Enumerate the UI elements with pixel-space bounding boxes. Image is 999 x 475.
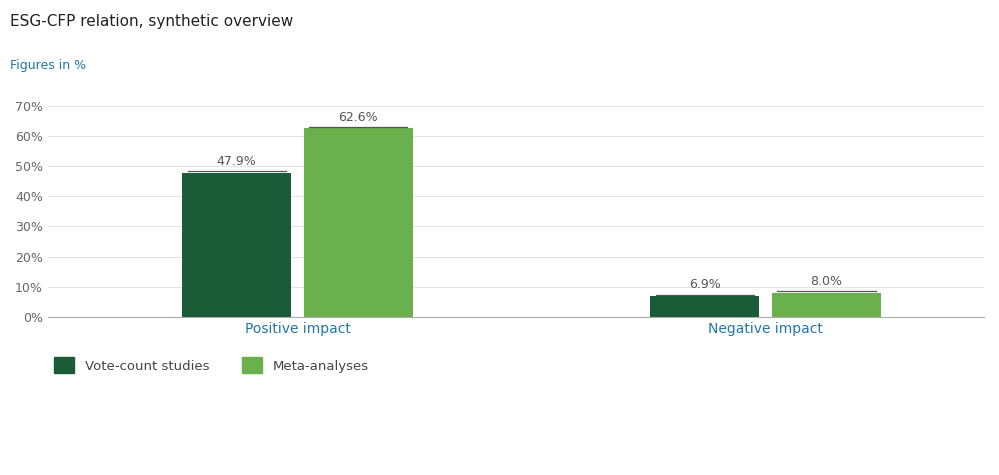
Bar — [304, 128, 413, 317]
Text: ESG-CFP relation, synthetic overview: ESG-CFP relation, synthetic overview — [10, 14, 294, 29]
Text: 8.0%: 8.0% — [810, 275, 842, 288]
Text: Figures in %: Figures in % — [10, 59, 86, 72]
Bar — [772, 293, 881, 317]
Bar — [650, 296, 759, 317]
Text: 62.6%: 62.6% — [339, 111, 379, 124]
Text: 6.9%: 6.9% — [689, 278, 720, 291]
Bar — [182, 172, 292, 317]
Legend: Vote-count studies, Meta-analyses: Vote-count studies, Meta-analyses — [55, 357, 369, 373]
Text: 47.9%: 47.9% — [217, 155, 257, 168]
